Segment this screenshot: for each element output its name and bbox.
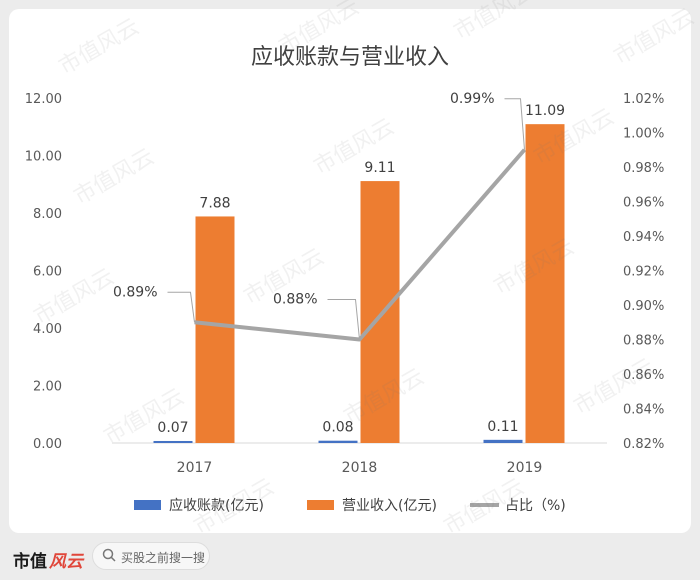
chart-card: 应收账款与营业收入 0.00 2.00 4.00 6.00 8.00 10.00 12.00… xyxy=(9,0,699,540)
bar-data-label: 0.07 xyxy=(157,420,188,436)
legend-label: 占比（%) xyxy=(505,498,566,514)
chart-svg: 0.00 2.00 4.00 6.00 8.00 10.00 12.00 0.82% 0.84%… xyxy=(25,91,665,514)
y-right-tick-label: 0.94% xyxy=(623,230,664,245)
footer-bar: 市值 风云 买股之前搜一搜 xyxy=(0,533,700,580)
y-right-tick-label: 0.82% xyxy=(623,437,664,452)
bar xyxy=(360,181,400,443)
y-right-tick-label: 1.02% xyxy=(623,92,664,107)
bar-data-label: 11.09 xyxy=(525,103,565,119)
y-right-tick-label: 0.84% xyxy=(623,403,664,418)
search-button[interactable]: 买股之前搜一搜 xyxy=(92,542,210,570)
bar-data-label: 0.11 xyxy=(487,419,518,435)
legend-label: 应收账款(亿元) xyxy=(169,497,264,514)
bar xyxy=(483,439,523,443)
bar xyxy=(153,440,193,443)
brand-main-text: 市值 xyxy=(13,552,47,572)
bar xyxy=(318,440,358,443)
y-right-tick-label: 0.88% xyxy=(623,334,664,349)
y-right-tick-label: 0.98% xyxy=(623,161,664,176)
x-tick-label: 2019 xyxy=(507,460,543,476)
y-right-tick-label: 1.00% xyxy=(623,127,664,142)
y-right-tick-label: 0.86% xyxy=(623,368,664,383)
search-text: 买股之前搜一搜 xyxy=(121,551,206,565)
line-label-leader xyxy=(167,291,195,323)
chart-title: 应收账款与营业收入 xyxy=(250,45,449,70)
line-series xyxy=(194,148,527,342)
bar-data-label: 9.11 xyxy=(364,160,395,176)
y-left-tick-label: 12.00 xyxy=(25,92,62,107)
bar xyxy=(525,124,565,443)
y-left-tick-label: 4.00 xyxy=(33,322,62,337)
line-label-leader xyxy=(327,299,360,340)
y-right-tick-label: 0.90% xyxy=(623,299,664,314)
bar xyxy=(195,216,235,443)
y-right-tick-label: 0.96% xyxy=(623,196,664,211)
legend-swatch xyxy=(307,500,334,510)
bar-data-label: 7.88 xyxy=(199,195,230,211)
y-right-tick-label: 0.92% xyxy=(623,265,664,280)
line-label-leader xyxy=(504,98,525,150)
y-left-tick-label: 10.00 xyxy=(25,150,62,165)
brand-accent-text: 风云 xyxy=(49,552,83,572)
x-tick-label: 2017 xyxy=(177,460,213,476)
y-left-tick-label: 0.00 xyxy=(33,437,62,452)
brand-logo: 市值 风云 xyxy=(13,547,83,572)
bar-data-label: 0.08 xyxy=(322,420,353,436)
line-data-label: 0.99% xyxy=(450,91,494,107)
x-tick-label: 2018 xyxy=(342,460,378,476)
line-data-label: 0.88% xyxy=(273,292,317,308)
line-data-label: 0.89% xyxy=(113,284,157,300)
search-icon xyxy=(102,548,116,562)
y-left-tick-label: 6.00 xyxy=(33,265,62,280)
legend-label: 营业收入(亿元) xyxy=(342,498,437,514)
legend-swatch xyxy=(134,500,161,510)
y-left-tick-label: 2.00 xyxy=(33,380,62,395)
y-left-tick-label: 8.00 xyxy=(33,207,62,222)
